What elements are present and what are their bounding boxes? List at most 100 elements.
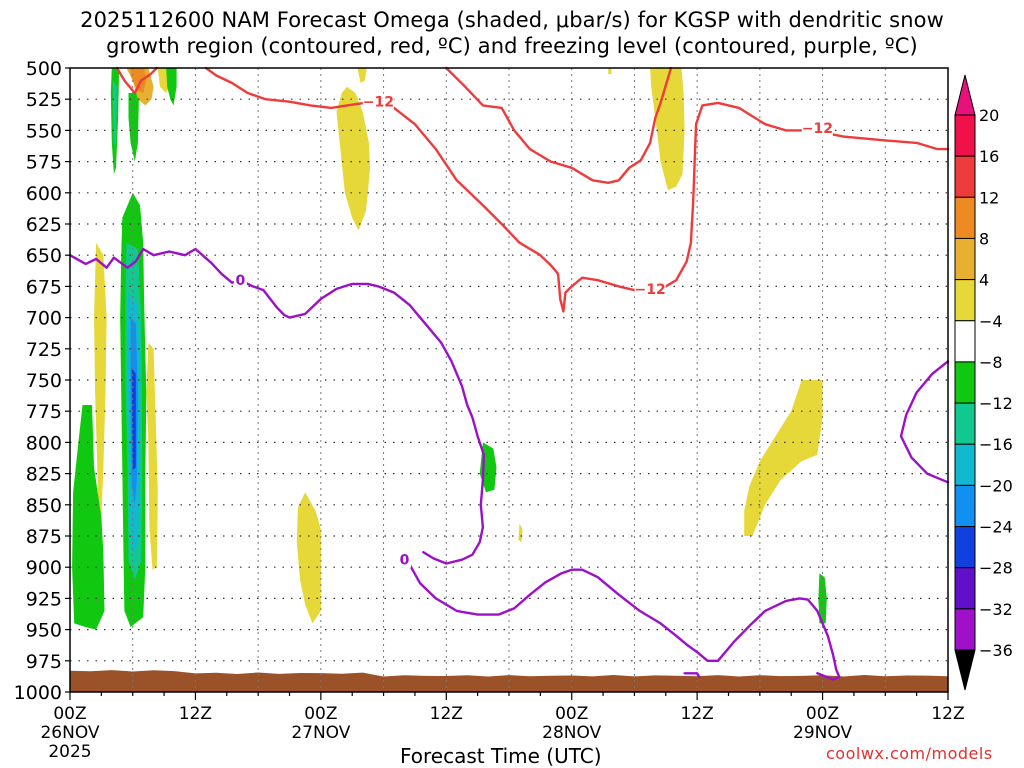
colorbar: 20 16 12 8 4 −4 −8 −12 −16 −20 −24 −28 −32 −36 — [954, 74, 1013, 691]
colorbar-label-7: −12 — [979, 394, 1013, 413]
x-tick-label-0-1: 00Z — [53, 704, 86, 724]
colorbar-label-8: −16 — [979, 435, 1013, 454]
purple-contour-label-2: 0 — [400, 553, 410, 569]
y-tick-label-875: 875 — [26, 526, 62, 548]
contour-layer: −12 −12 −12 0 0 — [68, 66, 950, 681]
omega-region-20 — [650, 68, 685, 191]
colorbar-swatch-8 — [954, 402, 976, 445]
y-tick-label-725: 725 — [26, 339, 62, 361]
colorbar-label-5: −4 — [979, 312, 1003, 331]
red-contour-segment-2 — [445, 66, 673, 185]
colorbar-label-13: −36 — [979, 641, 1013, 660]
x-tick-label-48-2: 28NOV — [542, 723, 601, 743]
colorbar-swatch-3 — [954, 196, 976, 239]
purple-contour-label-2-bg — [397, 551, 411, 568]
source-credit: coolwx.com/models — [826, 744, 993, 763]
y-tick-label-575: 575 — [26, 152, 62, 174]
colorbar-label-12: −32 — [979, 600, 1013, 619]
colorbar-label-2: 12 — [979, 188, 999, 207]
y-tick-label-700: 700 — [26, 308, 62, 330]
x-tick-label-36-1: 12Z — [430, 704, 463, 724]
purple-contour-segment-0 — [68, 247, 486, 565]
colorbar-label-11: −28 — [979, 559, 1013, 578]
colorbar-label-0: 20 — [979, 106, 999, 125]
red-contour-segment-1 — [204, 66, 950, 313]
omega-region-3 — [146, 342, 158, 570]
x-tick-label-24-2: 27NOV — [291, 723, 350, 743]
colorbar-label-4: 4 — [979, 271, 989, 290]
colorbar-swatch-1 — [954, 114, 976, 157]
x-tick-label-0-2: 26NOV — [40, 723, 99, 743]
y-tick-label-825: 825 — [26, 464, 62, 486]
y-tick-label-1000: 1000 — [14, 682, 62, 704]
omega-region-23 — [818, 573, 827, 624]
omega-region-16 — [357, 68, 367, 83]
colorbar-swatch-7 — [954, 361, 976, 404]
purple-contour-label-1: 0 — [235, 273, 245, 289]
x-tick-label-0-3: 2025 — [48, 742, 91, 762]
omega-region-22 — [744, 380, 823, 536]
axes-layer: 500 525 550 575 600 625 650 675 700 725 750 775 800 8… — [14, 58, 965, 762]
omega-shading-layer — [72, 68, 827, 630]
chart-title-line2: growth region (contoured, red, ºC) and f… — [106, 34, 918, 58]
colorbar-swatch-10 — [954, 484, 976, 528]
red-contour-label-1-bg — [362, 93, 394, 110]
y-tick-label-950: 950 — [26, 620, 62, 642]
x-tick-label-12-1: 12Z — [179, 704, 212, 724]
y-tick-label-900: 900 — [26, 557, 62, 579]
y-tick-label-625: 625 — [26, 214, 62, 236]
colorbar-label-10: −24 — [979, 518, 1013, 537]
red-contour-label-2: −12 — [634, 282, 665, 298]
y-tick-label-675: 675 — [26, 276, 62, 298]
colorbar-swatch-11 — [954, 526, 976, 569]
red-contour-segment-0 — [115, 66, 159, 95]
purple-contour-segment-3 — [899, 360, 950, 484]
x-tick-label-72-2: 29NOV — [793, 723, 852, 743]
colorbar-swatch-4 — [954, 237, 976, 281]
y-tick-label-600: 600 — [26, 183, 62, 205]
y-tick-label-850: 850 — [26, 495, 62, 517]
omega-region-21 — [608, 68, 612, 75]
colorbar-bottom-arrow — [954, 649, 976, 691]
y-tick-label-525: 525 — [26, 89, 62, 111]
purple-contour-label-1-bg — [233, 272, 247, 289]
purple-contour-segment-2 — [683, 672, 701, 679]
colorbar-swatch-9 — [954, 443, 976, 486]
omega-region-15 — [336, 86, 370, 231]
red-contour-label-1: −12 — [363, 95, 394, 111]
x-axis-label: Forecast Time (UTC) — [400, 744, 602, 768]
omega-region-19 — [518, 523, 523, 543]
y-tick-label-550: 550 — [26, 120, 62, 142]
colorbar-swatch-12 — [954, 567, 976, 610]
omega-region-1 — [72, 405, 105, 630]
red-contour-label-2-bg — [634, 280, 666, 297]
x-tick-label-60-1: 12Z — [681, 704, 714, 724]
y-tick-label-500: 500 — [26, 58, 62, 80]
y-tick-label-750: 750 — [26, 370, 62, 392]
x-tick-label-24-1: 00Z — [304, 704, 337, 724]
red-contour-label-3: −12 — [802, 121, 833, 137]
colorbar-label-9: −20 — [979, 476, 1013, 495]
x-tick-label-84-1: 12Z — [931, 704, 964, 724]
y-tick-label-650: 650 — [26, 245, 62, 267]
x-tick-label-72-1: 00Z — [806, 704, 839, 724]
colorbar-label-1: 16 — [979, 147, 999, 166]
red-contour-label-3-bg — [801, 119, 833, 136]
y-tick-label-800: 800 — [26, 432, 62, 454]
chart-title-line1: 2025112600 NAM Forecast Omega (shaded, μ… — [80, 8, 944, 32]
y-tick-label-925: 925 — [26, 588, 62, 610]
colorbar-swatch-2 — [954, 155, 976, 198]
omega-region-9 — [112, 80, 117, 146]
omega-region-10 — [128, 93, 139, 162]
omega-region-14 — [166, 68, 177, 106]
colorbar-top-arrow — [954, 74, 976, 116]
y-tick-label-975: 975 — [26, 651, 62, 673]
omega-region-17 — [296, 492, 321, 624]
colorbar-label-6: −8 — [979, 353, 1003, 372]
colorbar-swatch-6 — [954, 320, 976, 363]
omega-region-0 — [94, 242, 107, 518]
y-tick-label-775: 775 — [26, 401, 62, 423]
purple-contour-segment-1 — [408, 563, 841, 681]
colorbar-label-3: 8 — [979, 229, 989, 248]
